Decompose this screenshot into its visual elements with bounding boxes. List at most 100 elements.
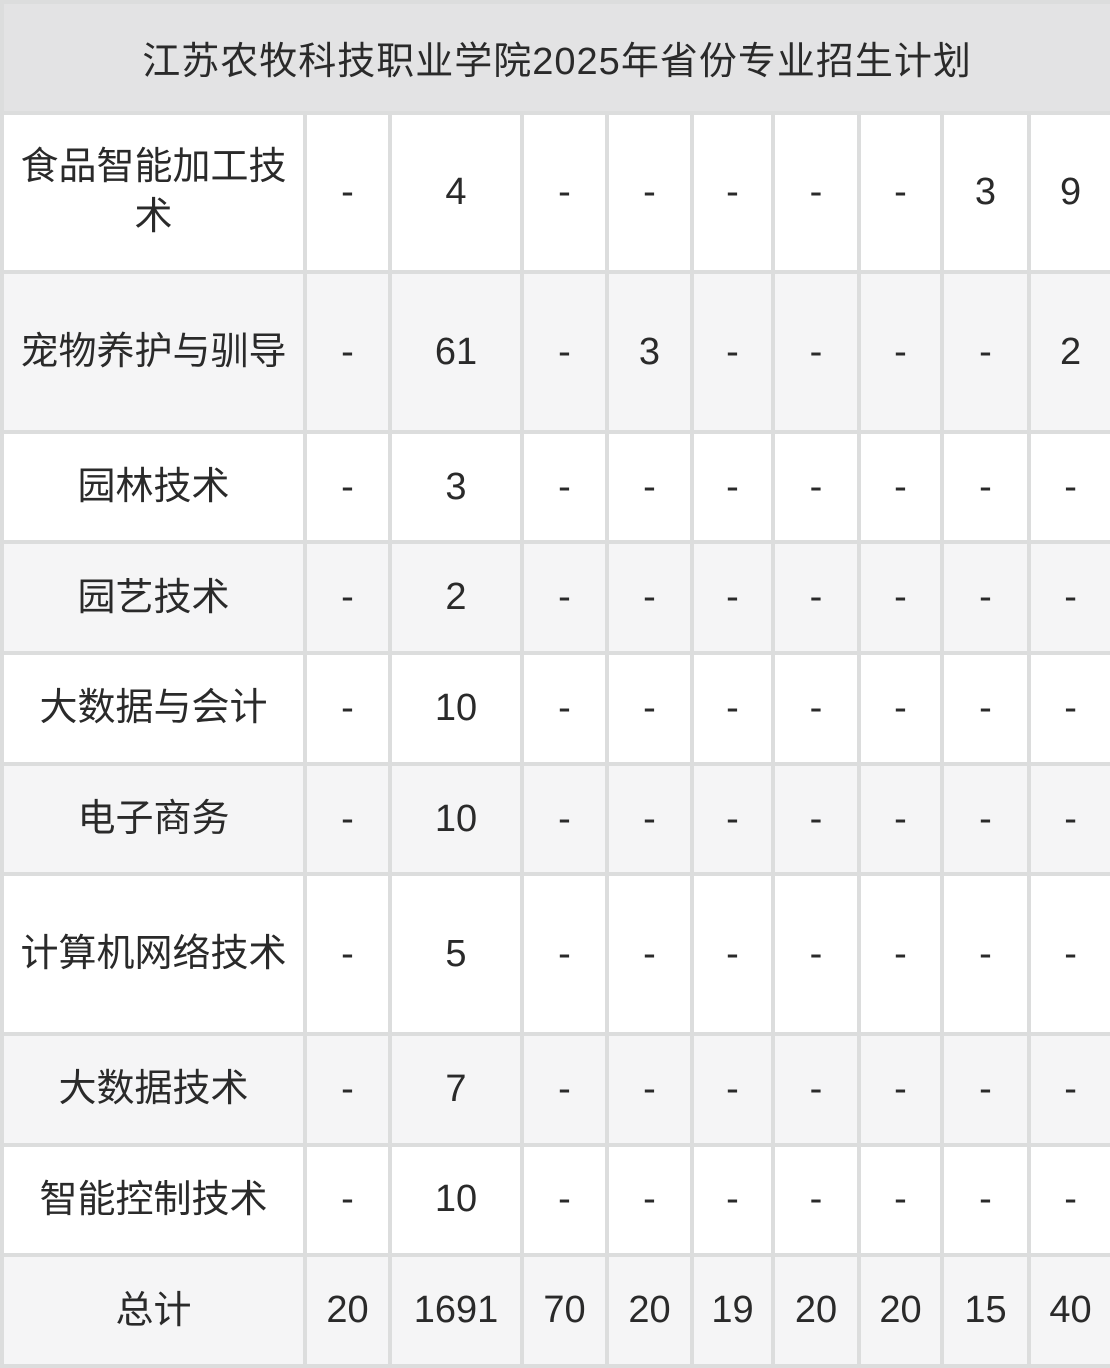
value-cell: - bbox=[857, 429, 944, 545]
value-cell: - bbox=[940, 540, 1031, 656]
value-cell: - bbox=[303, 540, 392, 656]
table-row: 计算机网络技术 - 5 - - - - - - - bbox=[0, 872, 1110, 1036]
value-cell: - bbox=[303, 1031, 392, 1147]
value-cell: - bbox=[857, 540, 944, 656]
value-cell: - bbox=[690, 872, 775, 1036]
value-cell: - bbox=[520, 651, 609, 766]
value-cell: - bbox=[857, 872, 944, 1036]
value-cell: - bbox=[771, 429, 861, 545]
major-name-cell: 食品智能加工技术 bbox=[0, 110, 307, 275]
total-value-cell: 40 bbox=[1026, 1253, 1110, 1368]
total-value-cell: 1691 bbox=[388, 1253, 524, 1368]
value-cell: - bbox=[605, 429, 694, 545]
value-cell: 3 bbox=[388, 429, 524, 545]
value-cell: - bbox=[940, 429, 1031, 545]
table-row: 食品智能加工技术 - 4 - - - - - 3 9 bbox=[0, 110, 1110, 275]
major-name-cell: 大数据技术 bbox=[0, 1031, 307, 1147]
total-value-cell: 15 bbox=[940, 1253, 1031, 1368]
value-cell: - bbox=[605, 761, 694, 877]
total-value-cell: 70 bbox=[520, 1253, 609, 1368]
major-name-cell: 大数据与会计 bbox=[0, 651, 307, 766]
table-row: 智能控制技术 - 10 - - - - - - - bbox=[0, 1142, 1110, 1258]
value-cell: - bbox=[303, 761, 392, 877]
value-cell: - bbox=[690, 651, 775, 766]
value-cell: - bbox=[520, 1031, 609, 1147]
total-value-cell: 20 bbox=[857, 1253, 944, 1368]
value-cell: - bbox=[690, 1031, 775, 1147]
value-cell: - bbox=[303, 270, 392, 434]
value-cell: - bbox=[940, 872, 1031, 1036]
value-cell: - bbox=[771, 540, 861, 656]
value-cell: - bbox=[605, 1142, 694, 1258]
total-value-cell: 20 bbox=[303, 1253, 392, 1368]
major-name-cell: 宠物养护与驯导 bbox=[0, 270, 307, 434]
value-cell: - bbox=[303, 429, 392, 545]
table-row: 园艺技术 - 2 - - - - - - - bbox=[0, 540, 1110, 656]
value-cell: - bbox=[690, 1142, 775, 1258]
value-cell: - bbox=[303, 872, 392, 1036]
value-cell: - bbox=[520, 761, 609, 877]
value-cell: 10 bbox=[388, 1142, 524, 1258]
value-cell: - bbox=[771, 651, 861, 766]
value-cell: - bbox=[1026, 1031, 1110, 1147]
value-cell: - bbox=[605, 110, 694, 275]
value-cell: - bbox=[940, 651, 1031, 766]
value-cell: - bbox=[605, 872, 694, 1036]
value-cell: - bbox=[771, 110, 861, 275]
value-cell: - bbox=[857, 651, 944, 766]
value-cell: - bbox=[857, 1142, 944, 1258]
value-cell: - bbox=[690, 110, 775, 275]
table-row: 电子商务 - 10 - - - - - - - bbox=[0, 761, 1110, 877]
value-cell: 2 bbox=[388, 540, 524, 656]
major-name-cell: 计算机网络技术 bbox=[0, 872, 307, 1036]
major-name-cell: 园艺技术 bbox=[0, 540, 307, 656]
value-cell: - bbox=[857, 110, 944, 275]
value-cell: - bbox=[303, 651, 392, 766]
value-cell: - bbox=[520, 429, 609, 545]
value-cell: - bbox=[940, 270, 1031, 434]
value-cell: 5 bbox=[388, 872, 524, 1036]
value-cell: - bbox=[520, 110, 609, 275]
value-cell: 10 bbox=[388, 761, 524, 877]
value-cell: - bbox=[520, 872, 609, 1036]
value-cell: - bbox=[1026, 761, 1110, 877]
table-row: 大数据与会计 - 10 - - - - - - - bbox=[0, 651, 1110, 766]
value-cell: - bbox=[1026, 540, 1110, 656]
value-cell: - bbox=[857, 761, 944, 877]
value-cell: - bbox=[940, 761, 1031, 877]
value-cell: 3 bbox=[940, 110, 1031, 275]
total-value-cell: 20 bbox=[605, 1253, 694, 1368]
value-cell: - bbox=[690, 761, 775, 877]
value-cell: - bbox=[771, 270, 861, 434]
value-cell: - bbox=[605, 540, 694, 656]
value-cell: 9 bbox=[1026, 110, 1110, 275]
value-cell: - bbox=[1026, 872, 1110, 1036]
value-cell: - bbox=[771, 1142, 861, 1258]
value-cell: 2 bbox=[1026, 270, 1110, 434]
value-cell: - bbox=[520, 540, 609, 656]
value-cell: 10 bbox=[388, 651, 524, 766]
value-cell: - bbox=[1026, 651, 1110, 766]
value-cell: - bbox=[1026, 429, 1110, 545]
value-cell: - bbox=[771, 872, 861, 1036]
value-cell: - bbox=[857, 1031, 944, 1147]
value-cell: - bbox=[520, 270, 609, 434]
value-cell: 61 bbox=[388, 270, 524, 434]
value-cell: - bbox=[303, 110, 392, 275]
value-cell: 3 bbox=[605, 270, 694, 434]
major-name-cell: 智能控制技术 bbox=[0, 1142, 307, 1258]
value-cell: 4 bbox=[388, 110, 524, 275]
value-cell: - bbox=[940, 1142, 1031, 1258]
value-cell: - bbox=[690, 429, 775, 545]
value-cell: - bbox=[1026, 1142, 1110, 1258]
value-cell: - bbox=[303, 1142, 392, 1258]
value-cell: - bbox=[520, 1142, 609, 1258]
total-value-cell: 19 bbox=[690, 1253, 775, 1368]
total-row: 总计 20 1691 70 20 19 20 20 15 40 bbox=[0, 1253, 1110, 1368]
value-cell: 7 bbox=[388, 1031, 524, 1147]
value-cell: - bbox=[605, 651, 694, 766]
value-cell: - bbox=[690, 540, 775, 656]
major-name-cell: 园林技术 bbox=[0, 429, 307, 545]
